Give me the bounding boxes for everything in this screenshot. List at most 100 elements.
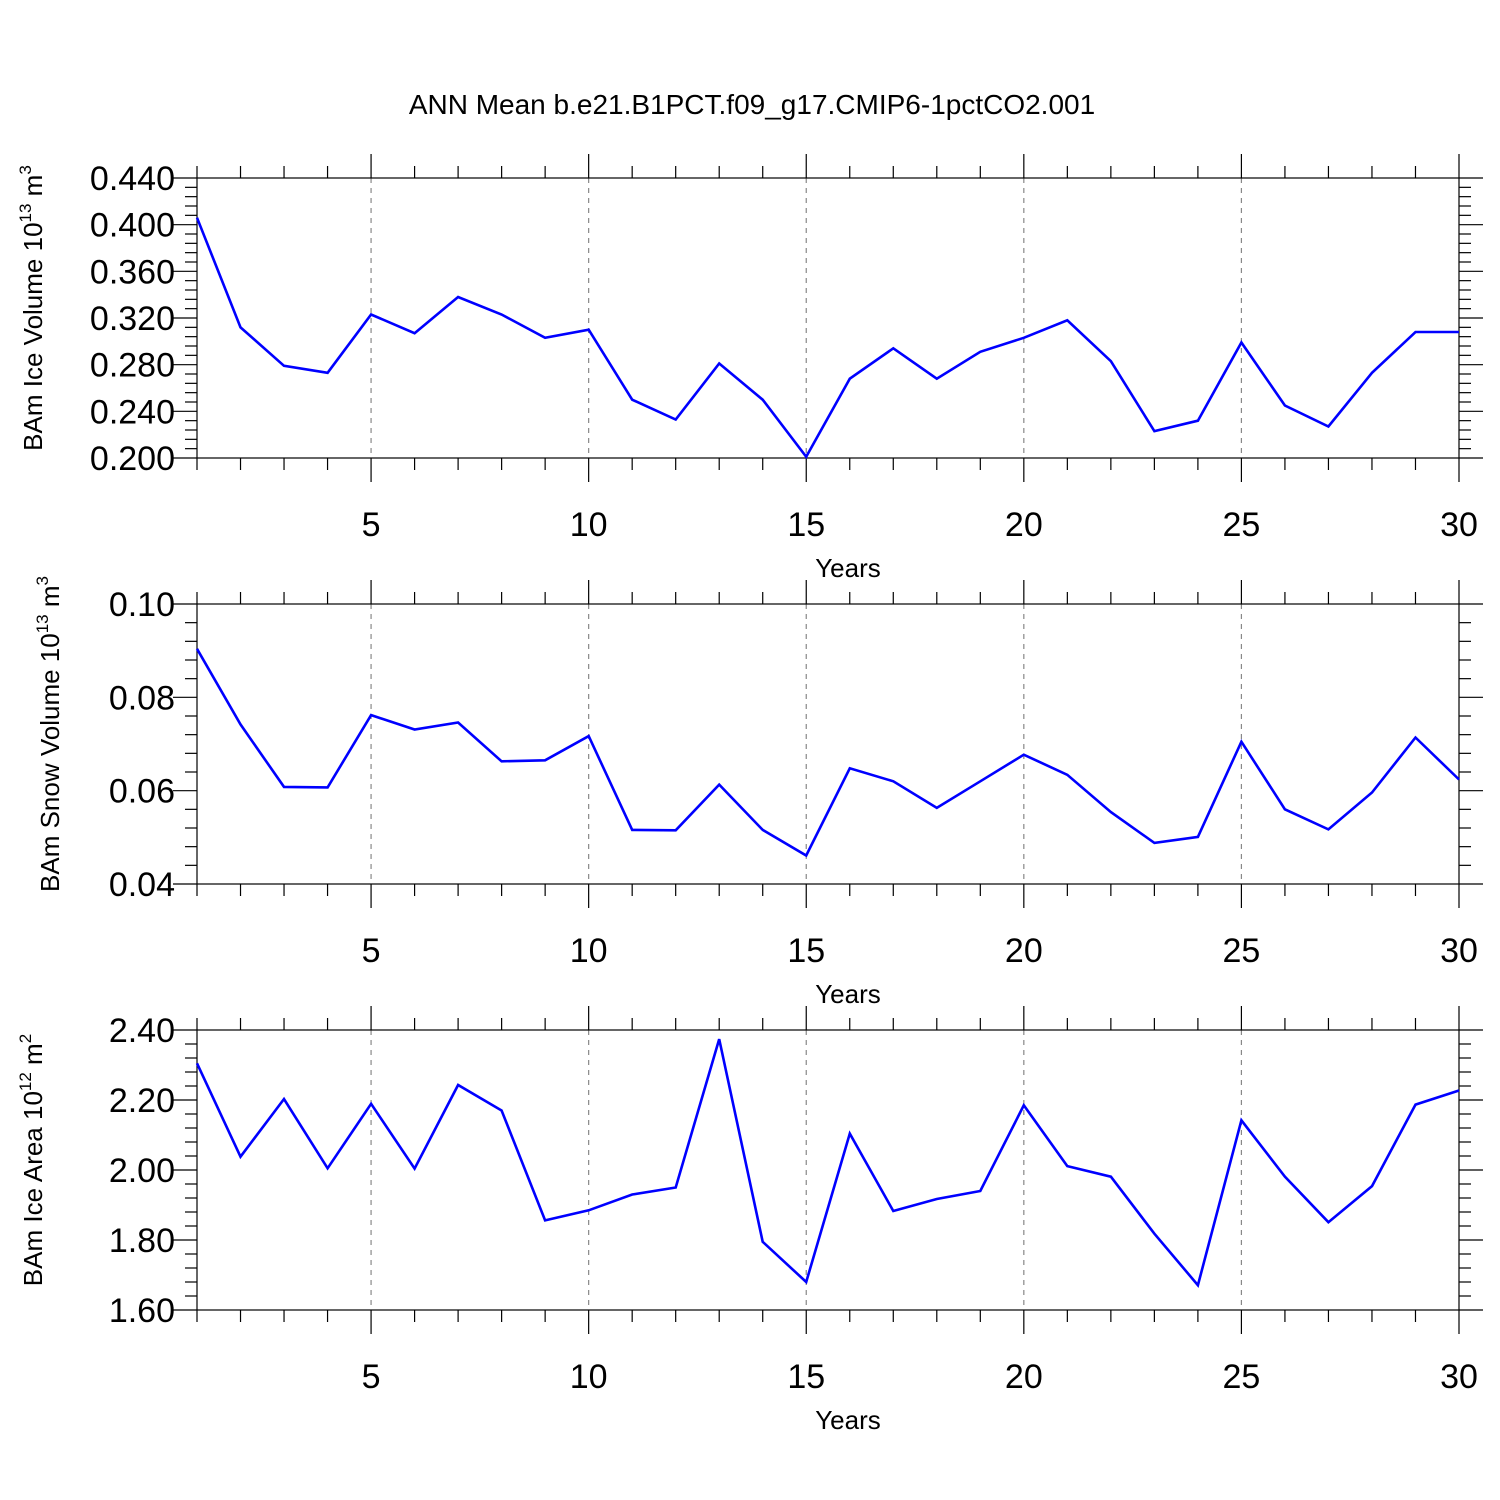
series-line	[195, 217, 1459, 460]
y-tick-label: 0.240	[90, 393, 175, 431]
data-point	[1371, 1186, 1372, 1187]
data-point	[284, 786, 285, 787]
x-tick-label: 10	[570, 1358, 608, 1396]
y-tick-label: 0.06	[109, 773, 175, 811]
x-axis-title: Years	[815, 1405, 881, 1435]
data-point	[762, 399, 763, 400]
data-point	[1023, 337, 1024, 338]
data-point	[1415, 737, 1416, 738]
x-tick-label: 20	[1005, 506, 1043, 544]
data-point	[240, 327, 241, 328]
data-point	[240, 724, 241, 725]
data-point	[1110, 361, 1111, 362]
x-axis-title: Years	[815, 979, 881, 1009]
panels: 0.200 0.240 0.280 0.320 0.360 0.400 0.440 5 10 15…	[16, 154, 1483, 1435]
data-point	[632, 829, 633, 830]
x-tick-label: 5	[362, 1358, 381, 1396]
data-point	[806, 456, 807, 457]
data-point	[1197, 420, 1198, 421]
data-point	[893, 348, 894, 349]
data-point	[1459, 779, 1460, 780]
data-point	[371, 314, 372, 315]
data-point	[545, 337, 546, 338]
data-point	[284, 1098, 285, 1099]
x-tick-label: 15	[787, 506, 825, 544]
data-point	[849, 768, 850, 769]
x-tick-label: 30	[1440, 506, 1478, 544]
data-point	[806, 1282, 807, 1283]
data-point	[197, 1063, 198, 1064]
data-point	[1110, 812, 1111, 813]
data-point	[458, 1084, 459, 1085]
x-tick-label: 5	[362, 932, 381, 970]
data-point	[719, 363, 720, 364]
data-point	[1154, 431, 1155, 432]
data-point	[1284, 1176, 1285, 1177]
plot-frame	[196, 603, 1460, 885]
y-axis-title: BAm Snow Volume 1013 m3	[33, 576, 65, 892]
data-point	[545, 760, 546, 761]
data-point	[458, 297, 459, 298]
data-point	[327, 372, 328, 373]
data-point	[197, 648, 198, 649]
y-tick-label: 2.20	[109, 1082, 175, 1120]
data-point	[936, 1199, 937, 1200]
x-tick-label: 10	[570, 932, 608, 970]
data-point	[1241, 1120, 1242, 1121]
data-point	[1067, 774, 1068, 775]
x-tick-label: 15	[787, 932, 825, 970]
y-tick-label: 2.40	[109, 1012, 175, 1050]
figure-title: ANN Mean b.e21.B1PCT.f09_g17.CMIP6-1pctC…	[409, 89, 1095, 120]
data-point	[762, 1241, 763, 1242]
y-tick-label: 0.200	[90, 440, 175, 478]
data-point	[1241, 342, 1242, 343]
y-tick-label: 0.280	[90, 347, 175, 385]
x-tick-label: 15	[787, 1358, 825, 1396]
data-point	[1328, 829, 1329, 830]
data-point	[1197, 1285, 1198, 1286]
x-tick-label: 25	[1222, 932, 1260, 970]
data-point	[327, 787, 328, 788]
data-point	[1459, 332, 1460, 333]
data-point	[1154, 1233, 1155, 1234]
data-point	[675, 419, 676, 420]
data-point	[1415, 1104, 1416, 1105]
y-tick-label: 0.320	[90, 300, 175, 338]
data-point	[240, 1156, 241, 1157]
data-point	[632, 1194, 633, 1195]
data-point	[719, 784, 720, 785]
data-point	[1241, 741, 1242, 742]
panel-2: 0.04 0.06 0.08 0.10 5 10 15 20 25 30 Years BAm Snow…	[33, 576, 1483, 1009]
data-point	[1284, 405, 1285, 406]
series-line	[195, 1038, 1460, 1288]
data-point	[1371, 792, 1372, 793]
data-point	[675, 1187, 676, 1188]
data-point	[588, 329, 589, 330]
data-point	[327, 1168, 328, 1169]
y-axis-title: BAm Ice Volume 1013 m3	[16, 165, 48, 451]
y-tick-label: 2.00	[109, 1152, 175, 1190]
data-point	[1371, 372, 1372, 373]
data-point	[980, 1191, 981, 1192]
data-point	[371, 1103, 372, 1104]
data-point	[632, 399, 633, 400]
x-tick-label: 20	[1005, 1358, 1043, 1396]
x-axis-title: Years	[815, 553, 881, 583]
data-point	[936, 378, 937, 379]
plot-frame	[196, 1029, 1460, 1311]
series-line	[195, 648, 1460, 858]
data-point	[849, 378, 850, 379]
panel-1: 0.200 0.240 0.280 0.320 0.360 0.400 0.440 5 10 15…	[16, 154, 1483, 583]
data-point	[675, 830, 676, 831]
x-tick-label: 5	[362, 506, 381, 544]
data-point	[806, 855, 807, 856]
data-point	[1023, 754, 1024, 755]
data-point	[284, 365, 285, 366]
y-tick-label: 0.08	[109, 679, 175, 717]
y-tick-label: 0.360	[90, 253, 175, 291]
data-point	[371, 715, 372, 716]
y-tick-label: 1.60	[109, 1292, 175, 1330]
data-point	[501, 1110, 502, 1111]
data-point	[1459, 1090, 1460, 1091]
